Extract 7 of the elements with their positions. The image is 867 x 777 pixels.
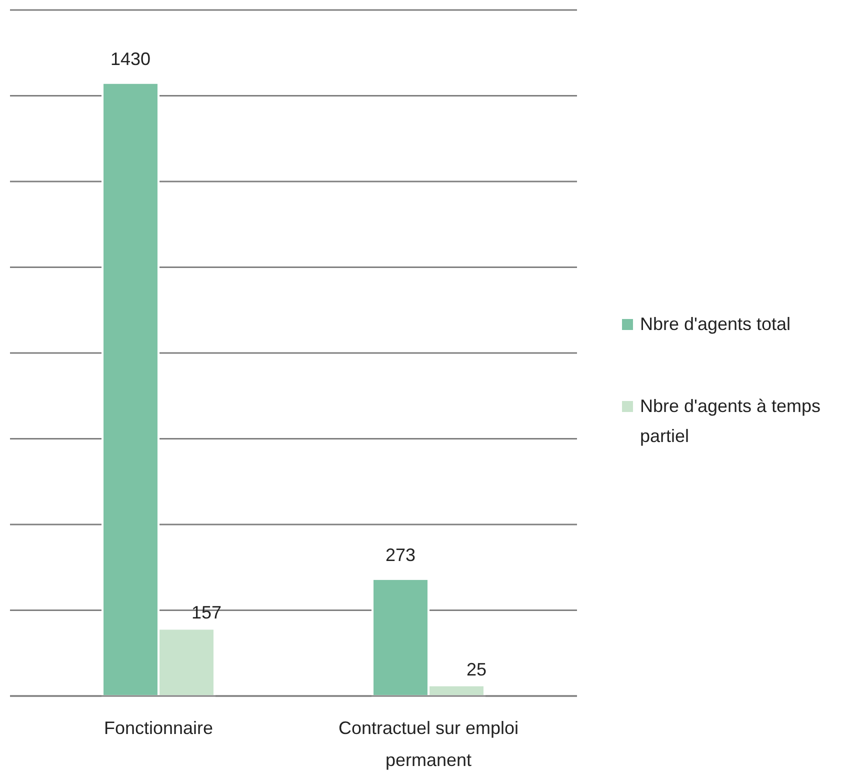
x-tick-label: Fonctionnaire xyxy=(104,718,214,738)
x-tick-label: Contractuel sur emploi permanent xyxy=(338,718,519,770)
legend-label: Nbre d'agents total xyxy=(640,314,791,334)
data-label: 25 xyxy=(466,659,487,680)
legend-label: Nbre d'agents à temps partiel xyxy=(640,396,821,446)
data-label: 1430 xyxy=(110,48,151,69)
data-label: 273 xyxy=(385,544,416,565)
